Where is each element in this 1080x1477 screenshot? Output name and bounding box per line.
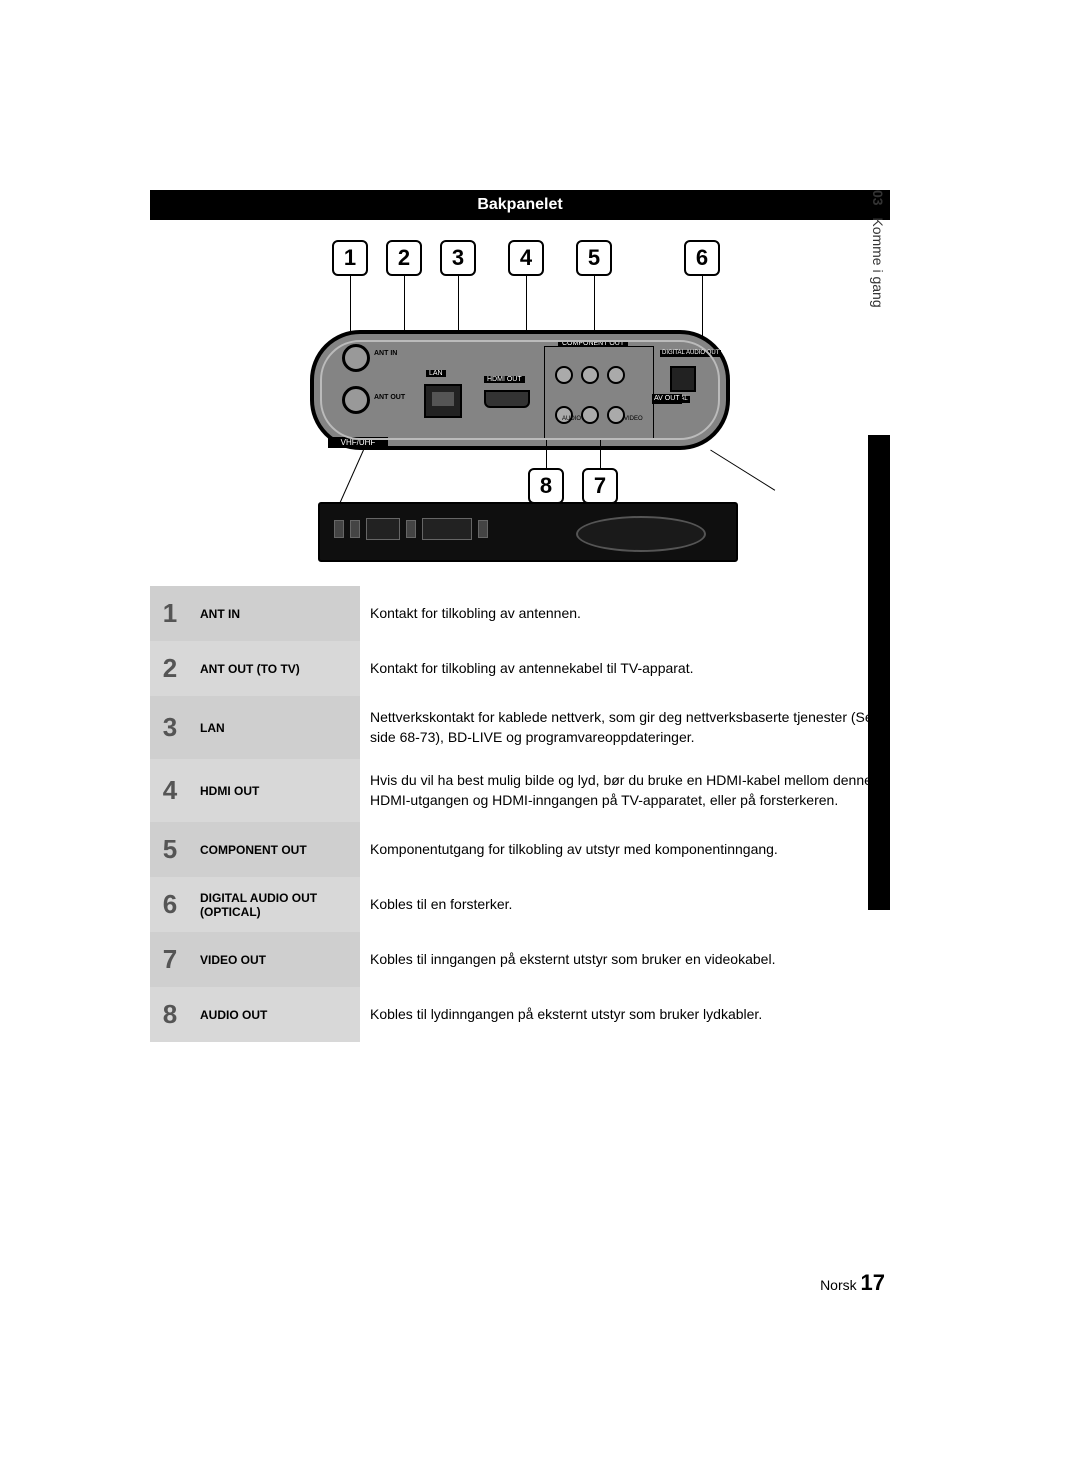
- callout-4: 4: [508, 240, 544, 276]
- row-num: 4: [150, 759, 190, 822]
- component-box: [544, 346, 654, 440]
- table-row: 3 LAN Nettverkskontakt for kablede nettv…: [150, 696, 890, 759]
- row-label: COMPONENT OUT: [190, 822, 360, 877]
- optical-label: OPTICAL: [660, 396, 690, 403]
- ant-in-label: ANT IN: [374, 350, 397, 357]
- row-num: 1: [150, 586, 190, 641]
- table-row: 8 AUDIO OUT Kobles til lydinngangen på e…: [150, 987, 890, 1042]
- row-label: AUDIO OUT: [190, 987, 360, 1042]
- rear-panel-diagram: 1 2 3 4 5 6 ANT IN ANT OUT VHF/UHF LAN H…: [150, 240, 890, 580]
- leader-line: [600, 440, 601, 468]
- callout-3: 3: [440, 240, 476, 276]
- row-num: 8: [150, 987, 190, 1042]
- table-row: 2 ANT OUT (TO TV) Kontakt for tilkobling…: [150, 641, 890, 696]
- row-num: 5: [150, 822, 190, 877]
- section-title: Bakpanelet: [477, 196, 562, 214]
- row-label: DIGITAL AUDIO OUT (OPTICAL): [190, 877, 360, 932]
- table-row: 5 COMPONENT OUT Komponentutgang for tilk…: [150, 822, 890, 877]
- chapter-number: 03: [870, 190, 886, 206]
- rear-ports-mini: [334, 518, 488, 540]
- audio-sublabel: AUDIO: [562, 416, 581, 422]
- optical-port: [670, 366, 696, 392]
- table-row: 7 VIDEO OUT Kobles til inngangen på ekst…: [150, 932, 890, 987]
- zoom-line: [710, 450, 775, 491]
- video-sublabel: VIDEO: [624, 416, 643, 422]
- row-label: LAN: [190, 696, 360, 759]
- footer-lang: Norsk: [820, 1277, 857, 1293]
- leader-line: [350, 276, 351, 334]
- lan-port: [424, 384, 462, 418]
- leader-line: [546, 440, 547, 468]
- component-label: COMPONENT OUT: [558, 340, 628, 347]
- vhfuhf-label: VHF/UHF: [328, 437, 388, 448]
- row-label: VIDEO OUT: [190, 932, 360, 987]
- row-desc: Kobles til inngangen på eksternt utstyr …: [360, 932, 890, 987]
- row-label: ANT IN: [190, 586, 360, 641]
- row-label: ANT OUT (TO TV): [190, 641, 360, 696]
- row-desc: Komponentutgang for tilkobling av utstyr…: [360, 822, 890, 877]
- row-desc: Hvis du vil ha best mulig bilde og lyd, …: [360, 759, 890, 822]
- callout-5: 5: [576, 240, 612, 276]
- callout-7: 7: [582, 468, 618, 504]
- side-tab: 03 Komme i gang: [868, 190, 890, 910]
- table-row: 4 HDMI OUT Hvis du vil ha best mulig bil…: [150, 759, 890, 822]
- callout-8: 8: [528, 468, 564, 504]
- disc-tray: [576, 516, 706, 552]
- row-desc: Kobles til lydinngangen på eksternt utst…: [360, 987, 890, 1042]
- callout-6: 6: [684, 240, 720, 276]
- lan-label: LAN: [426, 370, 446, 377]
- connector-table: 1 ANT IN Kontakt for tilkobling av anten…: [150, 586, 890, 1042]
- side-tab-black: [868, 435, 890, 910]
- device-rear-small: [318, 502, 738, 562]
- footer-page: 17: [861, 1270, 885, 1295]
- row-desc: Kobles til en forsterker.: [360, 877, 890, 932]
- ant-out-port: [342, 386, 370, 414]
- table-row: 1 ANT IN Kontakt for tilkobling av anten…: [150, 586, 890, 641]
- ant-out-label: ANT OUT: [374, 394, 405, 401]
- row-desc: Kontakt for tilkobling av antennekabel t…: [360, 641, 890, 696]
- zoom-line: [339, 450, 364, 503]
- chapter-title: Komme i gang: [870, 217, 886, 307]
- row-num: 6: [150, 877, 190, 932]
- section-header: Bakpanelet: [150, 190, 890, 220]
- callout-row-top: 1 2 3 4 5 6: [332, 240, 720, 276]
- callout-row-bottom: 8 7: [528, 468, 618, 504]
- av-out-label: AV OUT: [652, 394, 682, 404]
- ant-in-port: [342, 344, 370, 372]
- digital-audio-label: DIGITAL AUDIO OUT: [660, 350, 721, 357]
- row-desc: Nettverkskontakt for kablede nettverk, s…: [360, 696, 890, 759]
- row-num: 7: [150, 932, 190, 987]
- row-desc: Kontakt for tilkobling av antennen.: [360, 586, 890, 641]
- callout-2: 2: [386, 240, 422, 276]
- row-num: 2: [150, 641, 190, 696]
- row-num: 3: [150, 696, 190, 759]
- rear-panel-enlarged: ANT IN ANT OUT VHF/UHF LAN HDMI OUT COMP…: [310, 330, 730, 450]
- hdmi-port: [484, 390, 530, 408]
- callout-1: 1: [332, 240, 368, 276]
- side-tab-text: 03 Komme i gang: [870, 190, 886, 308]
- leader-line: [594, 276, 595, 336]
- hdmi-label: HDMI OUT: [484, 376, 525, 383]
- page-footer: Norsk 17: [820, 1270, 885, 1296]
- row-label: HDMI OUT: [190, 759, 360, 822]
- table-row: 6 DIGITAL AUDIO OUT (OPTICAL) Kobles til…: [150, 877, 890, 932]
